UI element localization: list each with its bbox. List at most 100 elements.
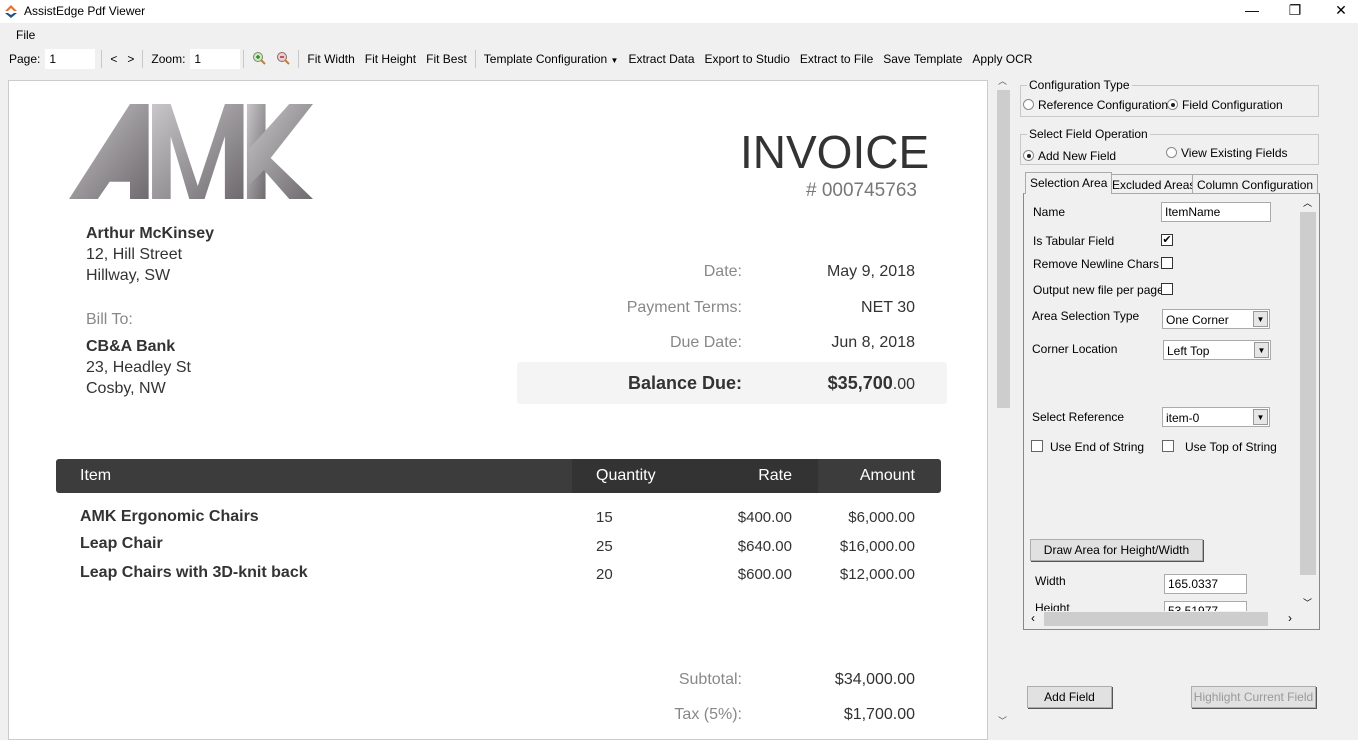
zoom-label: Zoom:: [151, 52, 186, 66]
balance-cents: .00: [892, 376, 915, 393]
scroll-down-icon[interactable]: ﹀: [1303, 598, 1313, 608]
fit-best-button[interactable]: Fit Best: [426, 52, 467, 66]
pdf-page[interactable]: INVOICE # 000745763 Arthur McKinsey 12, …: [8, 80, 988, 740]
next-page-button[interactable]: >: [127, 52, 135, 66]
dropdown-arrow-icon: ▼: [1254, 342, 1269, 358]
terms-value: NET 30: [861, 299, 915, 316]
minimize-button[interactable]: —: [1245, 2, 1259, 18]
remove-newline-label: Remove Newline Chars: [1033, 257, 1160, 271]
fit-height-button[interactable]: Fit Height: [364, 52, 417, 66]
window-title: AssistEdge Pdf Viewer: [24, 4, 146, 18]
tab-selection-area[interactable]: Selection Area: [1025, 172, 1113, 194]
balance-main: $35,700: [827, 373, 893, 393]
area-selection-type-select[interactable]: One Corner ▼: [1162, 309, 1270, 329]
balance-due-box: [517, 362, 947, 404]
item-name: AMK Ergonomic Chairs: [80, 508, 259, 525]
extract-data-button[interactable]: Extract Data: [628, 52, 695, 66]
scroll-right-icon[interactable]: ›: [1288, 611, 1292, 625]
save-template-button[interactable]: Save Template: [883, 52, 963, 66]
template-configuration-dropdown[interactable]: Template Configuration ▼: [479, 52, 624, 66]
column-header-rate: Rate: [758, 467, 792, 484]
scrollbar-thumb[interactable]: [997, 90, 1010, 408]
select-reference-select[interactable]: item-0 ▼: [1162, 407, 1270, 427]
field-configuration-radio[interactable]: Field Configuration: [1167, 98, 1283, 112]
maximize-button[interactable]: ❐: [1288, 2, 1302, 18]
view-existing-fields-label: View Existing Fields: [1181, 146, 1288, 160]
radio-icon: [1166, 147, 1177, 158]
item-rate: $400.00: [737, 509, 792, 526]
view-existing-fields-radio[interactable]: View Existing Fields: [1166, 146, 1288, 160]
add-new-field-label: Add New Field: [1038, 149, 1117, 163]
fit-width-button[interactable]: Fit Width: [307, 52, 355, 66]
menu-file[interactable]: File: [16, 28, 36, 42]
highlight-current-field-button[interactable]: Highlight Current Field: [1191, 686, 1316, 708]
panel-hscroll-thumb[interactable]: [1044, 612, 1268, 626]
column-header-item: Item: [80, 467, 112, 484]
balance-due-label: Balance Due:: [627, 373, 742, 393]
scroll-up-icon[interactable]: ︿: [998, 76, 1008, 86]
configuration-type-legend: Configuration Type: [1027, 78, 1132, 92]
subtotal-value: $34,000.00: [834, 671, 915, 688]
zoom-input[interactable]: [190, 49, 241, 69]
corner-location-value: Left Top: [1167, 344, 1210, 358]
height-input[interactable]: 53.51977: [1164, 601, 1247, 611]
export-to-studio-button[interactable]: Export to Studio: [704, 52, 790, 66]
invoice-title: INVOICE: [740, 126, 930, 178]
tax-value: $1,700.00: [843, 706, 915, 723]
prev-page-button[interactable]: <: [110, 52, 118, 66]
reference-configuration-label: Reference Configuration: [1038, 98, 1169, 112]
use-top-of-string-checkbox[interactable]: [1162, 440, 1174, 452]
tabular-field-label: Is Tabular Field: [1033, 234, 1115, 248]
output-new-file-checkbox[interactable]: [1161, 283, 1173, 295]
separator: [298, 50, 300, 68]
select-reference-label: Select Reference: [1032, 410, 1125, 424]
reference-configuration-radio[interactable]: Reference Configuration: [1023, 98, 1168, 112]
field-operation-group: Select Field Operation Add New Field Vie…: [1020, 127, 1319, 165]
name-input[interactable]: ItemName: [1161, 202, 1271, 222]
terms-label: Payment Terms:: [626, 299, 742, 316]
scroll-up-icon[interactable]: ︿: [1303, 198, 1313, 208]
separator: [474, 50, 476, 68]
amk-logo: [69, 104, 313, 199]
zoom-in-icon[interactable]: [247, 51, 271, 68]
width-label: Width: [1035, 574, 1066, 588]
use-end-of-string-checkbox[interactable]: [1031, 440, 1043, 452]
configuration-type-group: Configuration Type Reference Configurati…: [1020, 78, 1319, 117]
use-end-of-string-label: Use End of String: [1050, 440, 1145, 454]
add-field-button[interactable]: Add Field: [1027, 686, 1112, 708]
due-date-label: Due Date:: [669, 334, 742, 351]
apply-ocr-button[interactable]: Apply OCR: [972, 52, 1033, 66]
item-name: Leap Chair: [80, 535, 163, 552]
tab-excluded-areas[interactable]: Excluded Areas: [1107, 174, 1201, 194]
bill-to-line1: 23, Headley St: [86, 359, 191, 376]
extract-to-file-button[interactable]: Extract to File: [799, 52, 874, 66]
subtotal-label: Subtotal:: [678, 671, 742, 688]
close-button[interactable]: ✕: [1335, 2, 1347, 18]
item-rate: $600.00: [737, 566, 792, 583]
tab-column-configuration[interactable]: Column Configuration: [1192, 174, 1319, 194]
bill-to-name: CB&A Bank: [86, 338, 176, 355]
app-logo-icon: [5, 5, 17, 18]
scroll-left-icon[interactable]: ‹: [1031, 611, 1035, 625]
select-reference-value: item-0: [1166, 411, 1200, 425]
tabular-field-checkbox[interactable]: ✔: [1161, 234, 1173, 246]
scroll-down-icon[interactable]: ﹀: [998, 716, 1008, 726]
page-input[interactable]: [45, 49, 96, 69]
corner-location-select[interactable]: Left Top ▼: [1163, 340, 1271, 360]
remove-newline-checkbox[interactable]: [1161, 257, 1173, 269]
panel-scrollbar-thumb[interactable]: [1300, 212, 1316, 575]
header-shade: [572, 459, 818, 493]
height-label: Height: [1035, 601, 1070, 611]
area-selection-type-value: One Corner: [1166, 313, 1229, 327]
template-configuration-label: Template Configuration: [483, 52, 608, 66]
zoom-out-icon[interactable]: [271, 51, 295, 68]
draw-area-button[interactable]: Draw Area for Height/Width: [1030, 539, 1203, 561]
add-new-field-radio[interactable]: Add New Field: [1023, 149, 1116, 163]
column-header-amount: Amount: [859, 467, 915, 484]
selection-area-content: Name ItemName Is Tabular Field ✔ Remove …: [1024, 194, 1300, 611]
due-date-value: Jun 8, 2018: [831, 334, 915, 351]
item-amount: $6,000.00: [848, 509, 915, 526]
width-input[interactable]: 165.0337: [1164, 574, 1247, 594]
invoice-number: # 000745763: [806, 180, 917, 201]
sender-name: Arthur McKinsey: [86, 225, 215, 242]
